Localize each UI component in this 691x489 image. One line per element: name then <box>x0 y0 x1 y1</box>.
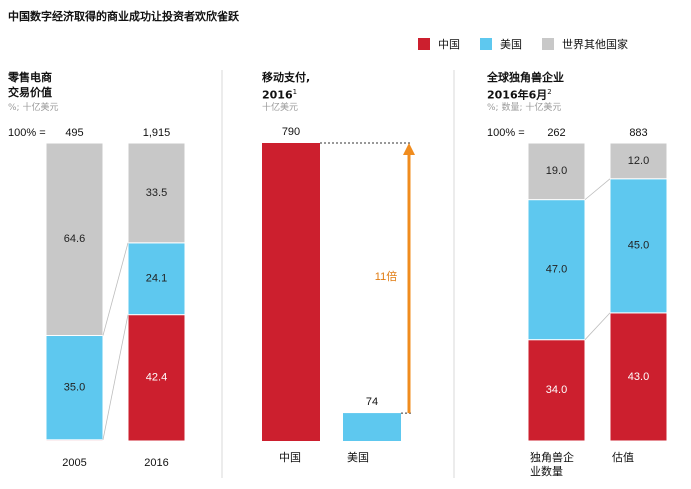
panel1-category-0-0: 2005 <box>62 457 86 469</box>
legend-item-us: 美国 <box>480 36 522 52</box>
panel1-connector-0 <box>102 314 129 440</box>
panel1-total-0: 495 <box>65 127 83 139</box>
legend-item-rest: 世界其他国家 <box>542 36 628 52</box>
panel1-title-line2: 交易价值 <box>8 86 52 99</box>
panel1-subtitle: %; 十亿美元 <box>8 103 59 113</box>
panel2-title-line2: 2016 <box>262 88 293 102</box>
panel1-label-1-2: 33.5 <box>146 187 167 199</box>
panel3-label-1-0: 43.0 <box>628 371 649 383</box>
panel3-category-0-1: 业数量 <box>530 465 563 478</box>
panel1-label-1-0: 42.4 <box>146 372 167 384</box>
panel1-title: 零售电商 交易价值 <box>8 70 52 100</box>
panel3-bar-1-seg-1 <box>609 178 668 314</box>
panel3-total-0: 262 <box>547 127 565 139</box>
panel1-title-line1: 零售电商 <box>8 71 52 84</box>
panel2-value-1: 74 <box>366 396 378 408</box>
panel1-total-1: 1,915 <box>143 127 171 139</box>
panel2-bar-1 <box>343 413 401 441</box>
legend: 中国 美国 世界其他国家 <box>418 36 648 52</box>
panel1-total-prefix: 100% = <box>8 127 46 139</box>
panel2-subtitle: 十亿美元 <box>262 103 299 113</box>
panel1-bar-0-seg-2 <box>45 142 104 337</box>
panel1-bar-1-seg-0 <box>127 314 186 442</box>
panel2-title-footnote: 1 <box>292 88 298 96</box>
panel3-label-0-0: 34.0 <box>546 384 567 396</box>
panel2-category-1: 美国 <box>347 451 369 464</box>
panel2-category-0: 中国 <box>279 451 301 464</box>
panel2-arrow-head <box>403 143 415 155</box>
panel3-bar-0-seg-1 <box>527 199 586 341</box>
panel1-label-0-1: 35.0 <box>64 382 85 394</box>
panel3-bar-0-seg-0 <box>527 339 586 442</box>
panel3-connector-0 <box>584 312 611 340</box>
panel3-title-line2-wrap: 2016年6月2 <box>487 85 564 103</box>
panel2-title-line2-wrap: 20161 <box>262 85 310 103</box>
chart-title: 中国数字经济取得的商业成功让投资者欢欣雀跃 <box>8 10 239 23</box>
panel3-total-prefix: 100% = <box>487 127 525 139</box>
panel1-label-1-1: 24.1 <box>146 273 167 285</box>
panel3-total-1: 883 <box>629 127 647 139</box>
panel1-connector-1 <box>102 242 129 336</box>
panel3-bar-1-seg-2 <box>609 142 668 180</box>
panel3-label-0-2: 19.0 <box>546 165 567 177</box>
panel2-annotation: 11倍 <box>375 269 397 283</box>
legend-item-china: 中国 <box>418 36 460 52</box>
panel3-title-line2: 2016年6月 <box>487 88 548 102</box>
legend-label-rest: 世界其他国家 <box>562 38 628 51</box>
legend-label-us: 美国 <box>500 38 522 51</box>
panel3-label-1-1: 45.0 <box>628 240 649 252</box>
panel2-bar-0 <box>262 143 320 441</box>
panel1-label-0-2: 64.6 <box>64 233 85 245</box>
panel3-title-footnote: 2 <box>547 88 552 96</box>
panel3-label-0-1: 47.0 <box>546 264 567 276</box>
legend-swatch-china <box>418 38 430 50</box>
panel1-category-1-0: 2016 <box>144 457 168 469</box>
panel3-title-line1: 全球独角兽企业 <box>487 71 564 84</box>
panel2-value-0: 790 <box>282 126 300 138</box>
legend-label-china: 中国 <box>438 38 460 51</box>
panel3-bar-0-seg-2 <box>527 142 586 201</box>
panel1-bar-0-seg-1 <box>45 335 104 441</box>
panel3-bar-1-seg-0 <box>609 312 668 442</box>
panel3-subtitle: %; 数量; 十亿美元 <box>487 103 562 113</box>
legend-swatch-us <box>480 38 492 50</box>
panel3-category-0-0: 独角兽企 <box>530 450 574 464</box>
panel2-title-line1: 移动支付, <box>262 71 311 84</box>
panel2-title: 移动支付, 20161 <box>262 70 310 103</box>
panel3-title: 全球独角兽企业 2016年6月2 <box>487 70 564 103</box>
panel3-label-1-2: 12.0 <box>628 155 649 167</box>
panel1-bar-1-seg-2 <box>127 142 186 244</box>
panel3-connector-1 <box>584 178 611 200</box>
legend-swatch-rest <box>542 38 554 50</box>
panel3-category-1-0: 估值 <box>612 451 634 464</box>
